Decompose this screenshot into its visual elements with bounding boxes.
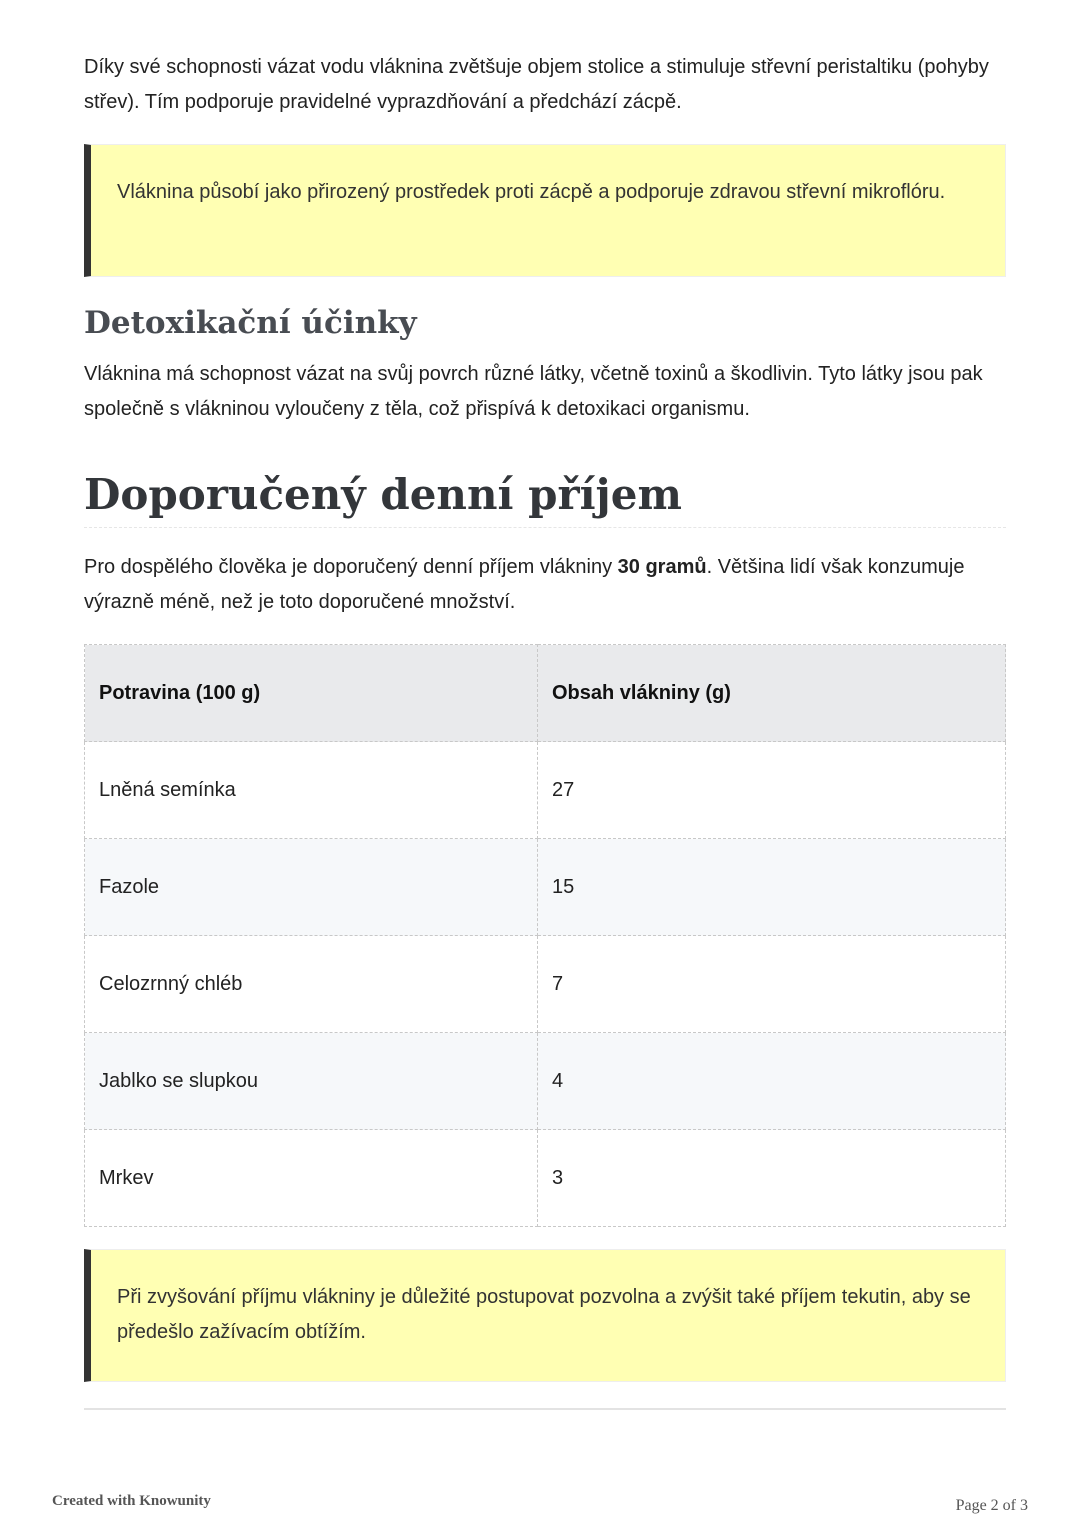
callout-text: Při zvyšování příjmu vlákniny je důležit… bbox=[117, 1286, 971, 1343]
footer-credit: Created with Knowunity bbox=[52, 1493, 211, 1509]
table-cell: Jablko se slupkou bbox=[84, 1032, 538, 1130]
intake-text: Pro dospělého člověka je doporučený denn… bbox=[84, 556, 618, 578]
intake-text-end: . Většina lidí však konzumuje výrazně mé… bbox=[84, 556, 965, 613]
detox-paragraph: Vláknina má schopnost vázat na svůj povr… bbox=[84, 363, 983, 420]
callout-text: Vláknina působí jako přirozený prostřede… bbox=[117, 181, 946, 203]
table-row: Fazole 15 bbox=[84, 838, 1006, 936]
table-cell: Celozrnný chléb bbox=[84, 935, 538, 1033]
intro-paragraph: Díky své schopnosti vázat vodu vláknina … bbox=[84, 56, 989, 113]
column-header: Potravina (100 g) bbox=[84, 644, 538, 742]
table-row: Lněná semínka 27 bbox=[84, 741, 1006, 839]
table-cell: Lněná semínka bbox=[84, 741, 538, 839]
table-cell: Fazole bbox=[84, 838, 538, 936]
table-row: Celozrnný chléb 7 bbox=[84, 935, 1006, 1033]
table-cell: 3 bbox=[537, 1129, 1006, 1227]
table-cell: 7 bbox=[537, 935, 1006, 1033]
column-header: Obsah vlákniny (g) bbox=[537, 644, 1006, 742]
section-heading-detox: Detoxikační účinky bbox=[84, 305, 417, 341]
table-cell: 15 bbox=[537, 838, 1006, 936]
intake-paragraph: Pro dospělého člověka je doporučený denn… bbox=[84, 550, 1006, 620]
table-cell: 4 bbox=[537, 1032, 1006, 1130]
callout-box: Vláknina působí jako přirozený prostřede… bbox=[84, 144, 1006, 277]
table-row: Jablko se slupkou 4 bbox=[84, 1032, 1006, 1130]
page-number: Page 2 of 3 bbox=[955, 1497, 1028, 1514]
intake-amount: 30 gramů bbox=[617, 556, 707, 578]
table-cell: Mrkev bbox=[84, 1129, 538, 1227]
divider bbox=[84, 1408, 1006, 1410]
table-cell: 27 bbox=[537, 741, 1006, 839]
callout-box: Při zvyšování příjmu vlákniny je důležit… bbox=[84, 1249, 1006, 1382]
section-heading-intake: Doporučený denní příjem bbox=[84, 467, 1006, 528]
table-header-row: Potravina (100 g) Obsah vlákniny (g) bbox=[84, 644, 1006, 742]
fiber-table: Potravina (100 g) Obsah vlákniny (g) Lně… bbox=[84, 644, 1006, 1227]
table-row: Mrkev 3 bbox=[84, 1129, 1006, 1227]
document-content: Díky své schopnosti vázat vodu vláknina … bbox=[84, 50, 1006, 1410]
